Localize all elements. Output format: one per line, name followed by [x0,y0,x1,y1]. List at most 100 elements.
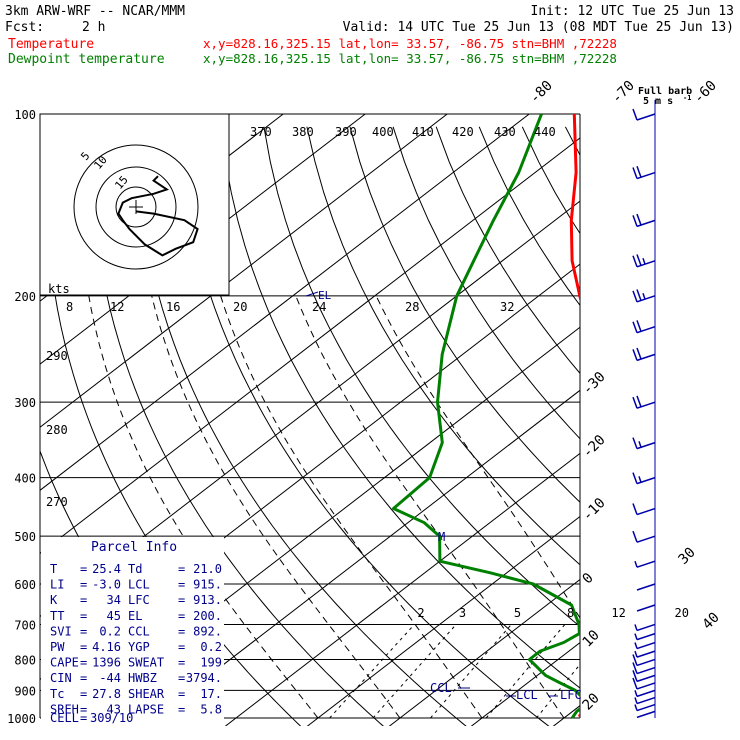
dry-adiabat [478,126,580,307]
lfc-label: LFC [560,688,582,702]
wind-barb [636,326,656,334]
theta-label: 430 [494,125,516,139]
dry-adiabat [349,126,580,503]
pressure-tick-label: 900 [14,684,36,698]
temp-tick-right: 10 [580,627,603,650]
dry-adiabat [134,126,467,726]
theta-label: 370 [250,125,272,139]
dry-adiabat [695,127,740,731]
wind-barb [636,674,656,683]
parcel-value2: 892. [193,624,222,638]
parcel-key: CAPE [50,656,79,670]
wind-barb-flag [636,254,642,266]
parcel-eq2: = [178,702,185,716]
parcel-eq: = [80,578,87,592]
wind-barb [636,604,656,612]
pressure-tick-label: 800 [14,653,36,667]
temp-tick-top: -70 [609,78,638,107]
parcel-eq2: = [178,671,185,685]
wind-barb-half [634,633,638,640]
parcel-eq2: = [178,656,185,670]
wind-barb [636,295,656,303]
wind-barb-half [634,624,638,631]
theta-label: 410 [412,125,434,139]
parcel-cell-label: CELL [50,711,79,725]
parcel-key: T [50,562,57,576]
wind-barb-flag [632,503,638,515]
parcel-value2: 5.8 [200,702,222,716]
dry-adiabat [177,126,550,726]
parcel-value: 4.16 [92,640,121,654]
wind-barb-flag [636,289,642,301]
parcel-key2: LAPSE [128,702,164,716]
pressure-tick-label: 700 [14,618,36,632]
wind-barb [636,583,656,591]
wind-barbs [632,100,656,719]
parcel-key2: CCL [128,624,150,638]
parcel-key2: SHEAR [128,687,165,701]
parcel-eq2: = [178,624,185,638]
wind-barb [636,658,656,667]
dry-adiabat [263,126,580,628]
parcel-value2: 17. [200,687,222,701]
temp-tick-right: -20 [580,432,609,461]
parcel-value2: 200. [193,609,222,623]
legend-dewpoint: Dewpoint temperature [8,52,165,67]
model-title: 3km ARW-WRF -- NCAR/MMM [5,4,185,19]
wind-barb [636,476,656,485]
pressure-tick-label: 400 [14,472,36,486]
wind-barb-half [638,441,642,448]
theta-label: 420 [452,125,474,139]
parcel-eq2: = [178,593,185,607]
full-barb-line2: 5 m s [643,96,673,107]
dry-adiabat [306,126,580,566]
theta-left-label: 270 [46,495,68,509]
parcel-eq2: = [178,640,185,654]
parcel-panel-bg [41,537,224,726]
parcel-value: 0.2 [99,624,121,638]
temp-tick-right: -10 [580,495,609,524]
wind-barb-flag [632,108,638,121]
temp-tick-top: -80 [527,78,556,107]
full-barb-line1: Full barb [638,86,692,97]
valid-time: Valid: 14 UTC Tue 25 Jun 13 (08 MDT Tue … [343,20,734,35]
parcel-eq2: = [178,609,185,623]
theta-left-label: 290 [46,349,68,363]
ccl-label: CCL [430,681,452,695]
parcel-key: PW [50,640,65,654]
legend-dewpoint-info: x,y=828.16,325.15 lat,lon= 33.57, -86.75… [203,51,617,66]
parcel-value2: 0.2 [200,640,222,654]
mixing-ratio-label: 8 [567,606,574,620]
parcel-value2: 915. [193,578,222,592]
wind-barb-flag [636,347,642,360]
profiles [392,114,580,719]
isotherm-line [40,114,531,491]
fcst-value: 2 h [82,20,105,35]
pressure-tick-label: 1000 [7,712,36,726]
wind-barb-half [642,257,646,265]
dry-adiabat [608,127,740,731]
pressure-tick-label: 300 [14,396,36,410]
parcel-value: 43 [107,702,121,716]
wind-barb [636,632,656,641]
isotherm-line [40,114,367,365]
wind-barb-flag [632,290,638,303]
header: 3km ARW-WRF -- NCAR/MMM Init: 12 UTC Tue… [5,4,734,67]
full-barb-exponent: -1 [683,94,691,102]
parcel-key2: HWBZ [128,671,157,685]
wind-barb [636,666,656,675]
fcst-label: Fcst: [5,20,44,35]
temp-tick-right: 0 [580,570,597,587]
parcel-key2: SWEAT [128,656,164,670]
mixing-ratio-label: 2 [417,606,424,620]
parcel-key: LI [50,578,64,592]
theta-label: 440 [534,125,556,139]
parcel-eq2: = [178,562,185,576]
wind-barb-flag [632,215,638,227]
mixing-ratio-label: 3 [459,606,466,620]
dry-adiabat [652,127,740,731]
parcel-key: Tc [50,687,64,701]
wind-barb [636,113,656,121]
